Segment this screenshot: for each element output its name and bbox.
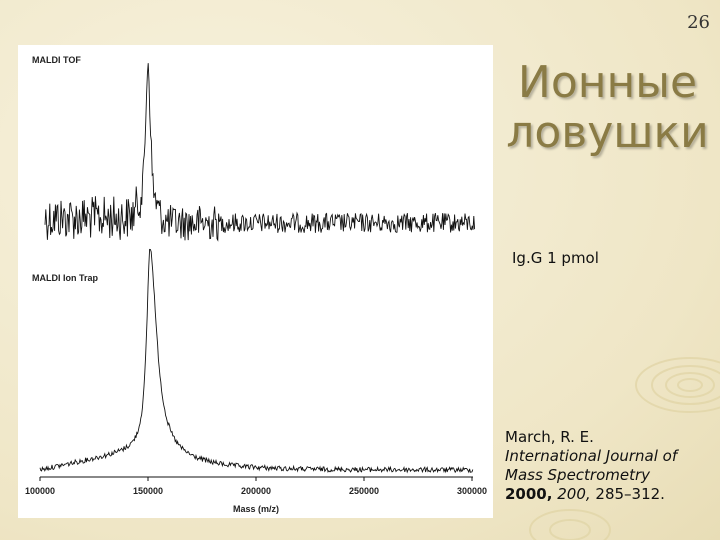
ref-authors: March, R. E. xyxy=(505,428,594,446)
figure-background xyxy=(18,45,493,518)
top-label: MALDI TOF xyxy=(32,55,81,65)
slide-number: 26 xyxy=(687,12,710,33)
reference: March, R. E. International Journal of Ma… xyxy=(505,428,717,504)
x-axis-label: Mass (m/z) xyxy=(233,504,279,514)
sample-label: Ig.G 1 pmol xyxy=(512,249,599,267)
x-tick-label: 300000 xyxy=(457,486,487,496)
x-tick-label: 150000 xyxy=(133,486,163,496)
iontrap-trace xyxy=(39,248,474,474)
tof-trace xyxy=(44,63,476,242)
x-tick-label: 250000 xyxy=(349,486,379,496)
spectrum-figure: MALDI TOF MALDI Ion Trap 100000 150000 200… xyxy=(18,45,493,518)
ref-details: 2000, 200, 285–312. xyxy=(505,485,717,504)
bottom-label: MALDI Ion Trap xyxy=(32,273,98,283)
ref-year: 2000, xyxy=(505,485,553,503)
ref-journal: International Journal of Mass Spectromet… xyxy=(505,447,678,484)
ref-pages: 285–312. xyxy=(595,485,665,503)
x-tick-label: 100000 xyxy=(25,486,55,496)
x-tick-label: 200000 xyxy=(241,486,271,496)
slide-title: Ионные ловушки xyxy=(506,57,709,158)
ref-volume: 200, xyxy=(557,485,591,503)
